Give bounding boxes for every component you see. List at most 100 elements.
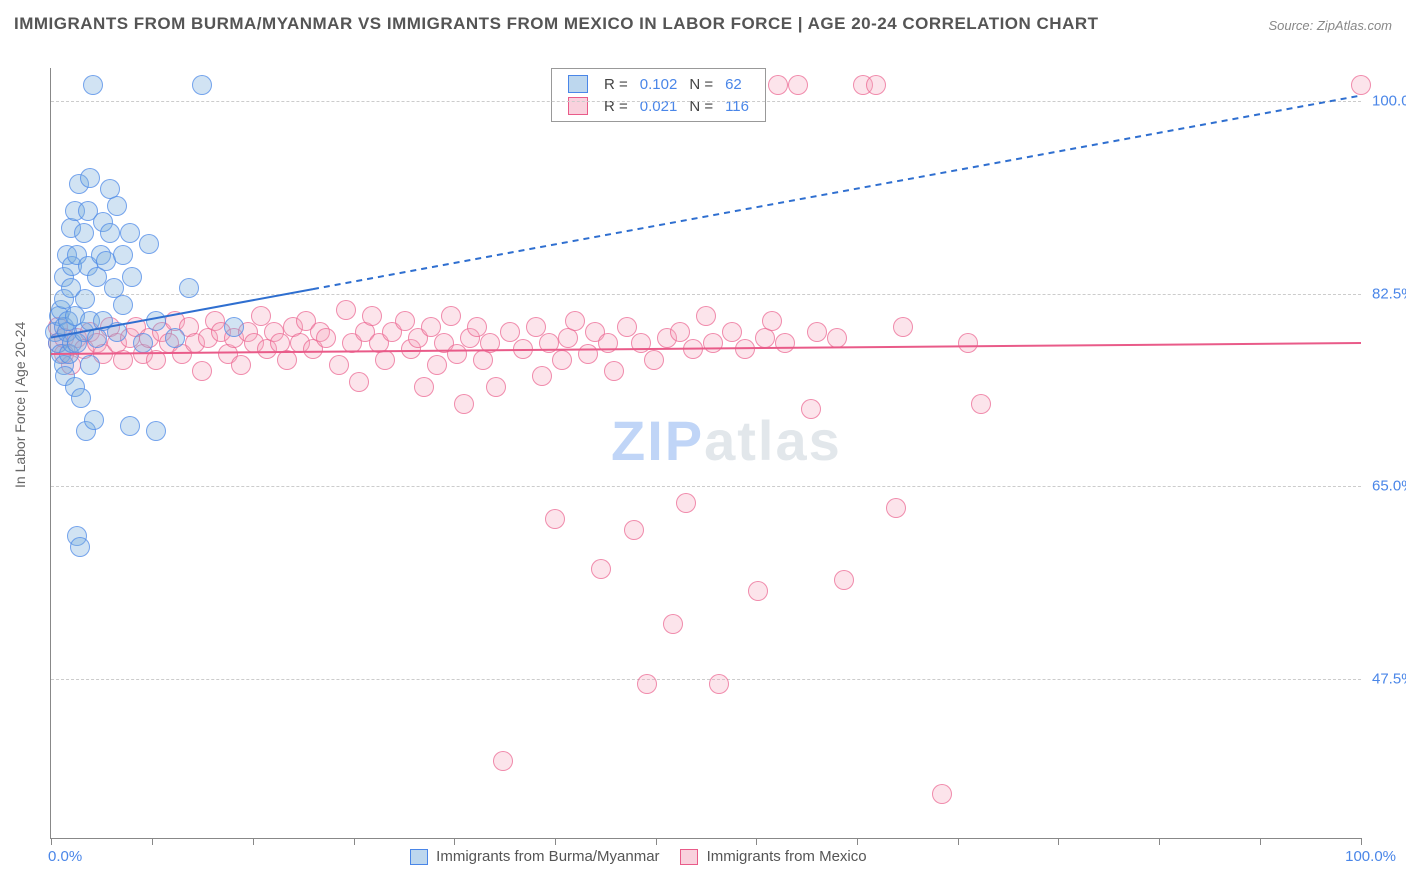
x-tick [756,838,757,845]
x-tick [253,838,254,845]
trendline-b [51,68,1361,838]
data-point-b [578,344,598,364]
x-tick [656,838,657,845]
correlation-legend: R =0.102 N =62 R =0.021 N =116 [551,68,766,122]
data-point-b [454,394,474,414]
data-point-b [958,333,978,353]
x-tick [152,838,153,845]
y-tick-label: 100.0% [1366,93,1406,110]
data-point-a [83,75,103,95]
data-point-a [107,322,127,342]
data-point-a [84,410,104,430]
data-point-a [179,278,199,298]
x-tick [958,838,959,845]
x-tick [1361,838,1362,845]
data-point-a [75,289,95,309]
swatch-a-icon [568,75,588,93]
data-point-b [192,361,212,381]
data-point-b [971,394,991,414]
data-point-b [775,333,795,353]
data-point-a [146,311,166,331]
data-point-b [788,75,808,95]
data-point-b [493,751,513,771]
data-point-b [866,75,886,95]
data-point-b [231,355,251,375]
data-point-b [316,328,336,348]
data-point-b [709,674,729,694]
data-point-b [277,350,297,370]
data-point-a [113,295,133,315]
x-tick [555,838,556,845]
x-tick [1260,838,1261,845]
data-point-b [480,333,500,353]
x-tick [354,838,355,845]
series-a-name: Immigrants from Burma/Myanmar [436,848,659,865]
data-point-b [624,520,644,540]
data-point-b [598,333,618,353]
plot-area: ZIPatlas R =0.102 N =62 R =0.021 N =116 … [50,68,1361,839]
data-point-b [801,399,821,419]
data-point-b [349,372,369,392]
data-point-b [807,322,827,342]
data-point-b [146,350,166,370]
data-point-b [565,311,585,331]
y-tick-label: 82.5% [1366,285,1406,302]
data-point-b [447,344,467,364]
x-tick [454,838,455,845]
legend-row-a: R =0.102 N =62 [562,73,755,95]
data-point-b [644,350,664,370]
data-point-a [133,333,153,353]
data-point-b [329,355,349,375]
data-point-b [1351,75,1371,95]
gridline [51,679,1361,680]
data-point-a [122,267,142,287]
data-point-a [139,234,159,254]
bottom-legend: Immigrants from Burma/Myanmar Immigrants… [410,848,867,865]
data-point-a [107,196,127,216]
data-point-b [932,784,952,804]
swatch-b-icon [568,97,588,115]
x-end-label: 100.0% [1345,848,1396,865]
y-tick-label: 65.0% [1366,478,1406,495]
data-point-b [375,350,395,370]
series-b-name: Immigrants from Mexico [707,848,867,865]
data-point-a [146,421,166,441]
gridline [51,294,1361,295]
data-point-b [513,339,533,359]
y-tick-label: 47.5% [1366,670,1406,687]
data-point-b [427,355,447,375]
trendline-a [51,68,1361,838]
data-point-b [414,377,434,397]
swatch-a-icon [410,849,428,865]
x-tick [51,838,52,845]
data-point-a [224,317,244,337]
gridline [51,486,1361,487]
data-point-a [80,355,100,375]
data-point-b [362,306,382,326]
data-point-b [552,350,572,370]
data-point-a [165,328,185,348]
data-point-a [71,388,91,408]
data-point-a [120,223,140,243]
data-point-b [637,674,657,694]
data-point-b [834,570,854,590]
data-point-b [545,509,565,529]
data-point-b [768,75,788,95]
data-point-a [113,245,133,265]
x-start-label: 0.0% [48,848,82,865]
data-point-b [762,311,782,331]
data-point-b [735,339,755,359]
data-point-a [192,75,212,95]
data-point-a [70,537,90,557]
data-point-b [113,350,133,370]
data-point-b [604,361,624,381]
data-point-b [441,306,461,326]
legend-row-b: R =0.021 N =116 [562,95,755,117]
data-point-b [663,614,683,634]
data-point-b [893,317,913,337]
y-axis-label: In Labor Force | Age 20-24 [12,322,28,488]
data-point-b [486,377,506,397]
x-tick [857,838,858,845]
data-point-b [591,559,611,579]
data-point-b [827,328,847,348]
